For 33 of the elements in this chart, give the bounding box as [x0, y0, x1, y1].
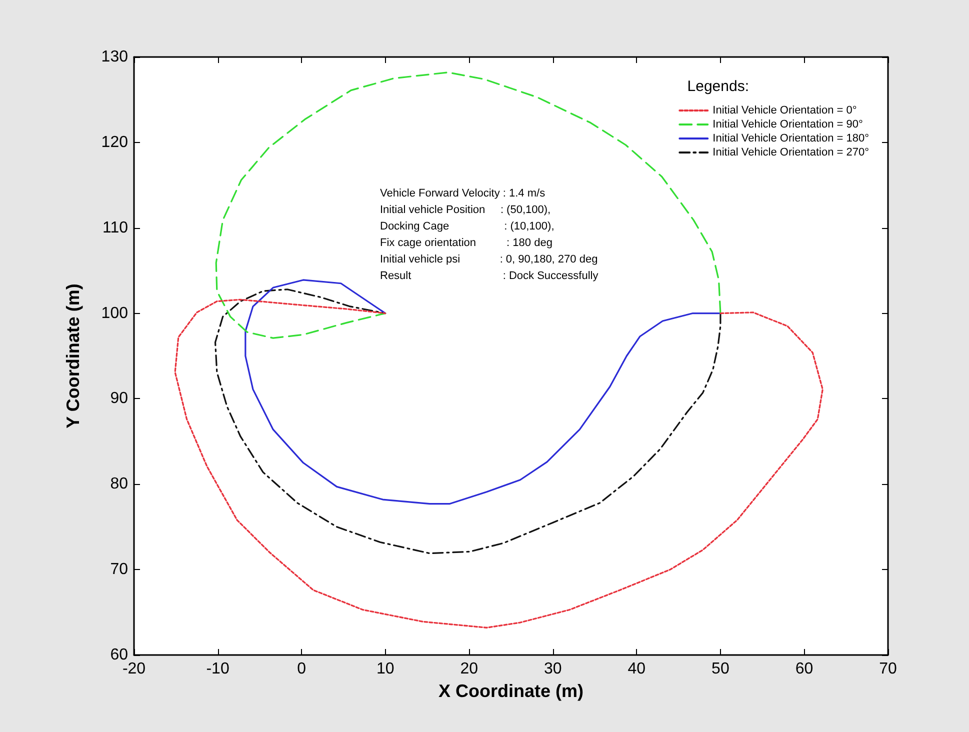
annotation: Initial vehicle Position : (50,100), — [380, 204, 551, 216]
y-tick-label: 120 — [101, 134, 128, 151]
y-tick-label: 130 — [101, 48, 128, 66]
x-tick-label: 20 — [460, 660, 478, 678]
x-tick-label: -10 — [206, 660, 230, 678]
x-tick-label: 60 — [795, 660, 814, 678]
x-tick-label: 70 — [879, 660, 897, 678]
x-tick-label: 30 — [544, 660, 562, 678]
legend-label: Initial Vehicle Orientation = 180° — [712, 132, 869, 144]
y-tick-label: 80 — [110, 476, 128, 493]
x-tick-label: -20 — [122, 660, 146, 678]
x-tick-label: 10 — [376, 660, 394, 678]
annotation: Fix cage orientation : 180 deg — [380, 237, 552, 249]
x-axis-title: X Coordinate (m) — [438, 680, 584, 701]
legend-label: Initial Vehicle Orientation = 90° — [712, 118, 863, 130]
y-tick-label: 100 — [101, 304, 128, 322]
annotation: Vehicle Forward Velocity : 1.4 m/s — [380, 188, 546, 200]
y-axis-title: Y Coordinate (m) — [63, 284, 83, 428]
y-tick-label: 70 — [110, 561, 128, 578]
line-series — [214, 288, 722, 554]
annotation: Initial vehicle psi : 0, 90,180, 270 deg — [380, 254, 598, 266]
legend-label: Initial Vehicle Orientation = 0° — [712, 104, 857, 116]
legend-label: Initial Vehicle Orientation = 270° — [712, 146, 869, 158]
y-tick-label: 60 — [110, 646, 128, 664]
y-tick-label: 110 — [102, 219, 128, 236]
x-tick-label: 0 — [297, 660, 306, 678]
legend-title: Legends: — [687, 78, 750, 95]
x-tick-label: 50 — [712, 660, 730, 678]
y-tick-label: 90 — [110, 390, 128, 408]
line-series — [174, 298, 824, 628]
annotation: Result : Dock Successfully — [380, 270, 599, 282]
x-tick-label: 40 — [628, 660, 646, 678]
annotation: Docking Cage : (10,100), — [380, 220, 554, 232]
